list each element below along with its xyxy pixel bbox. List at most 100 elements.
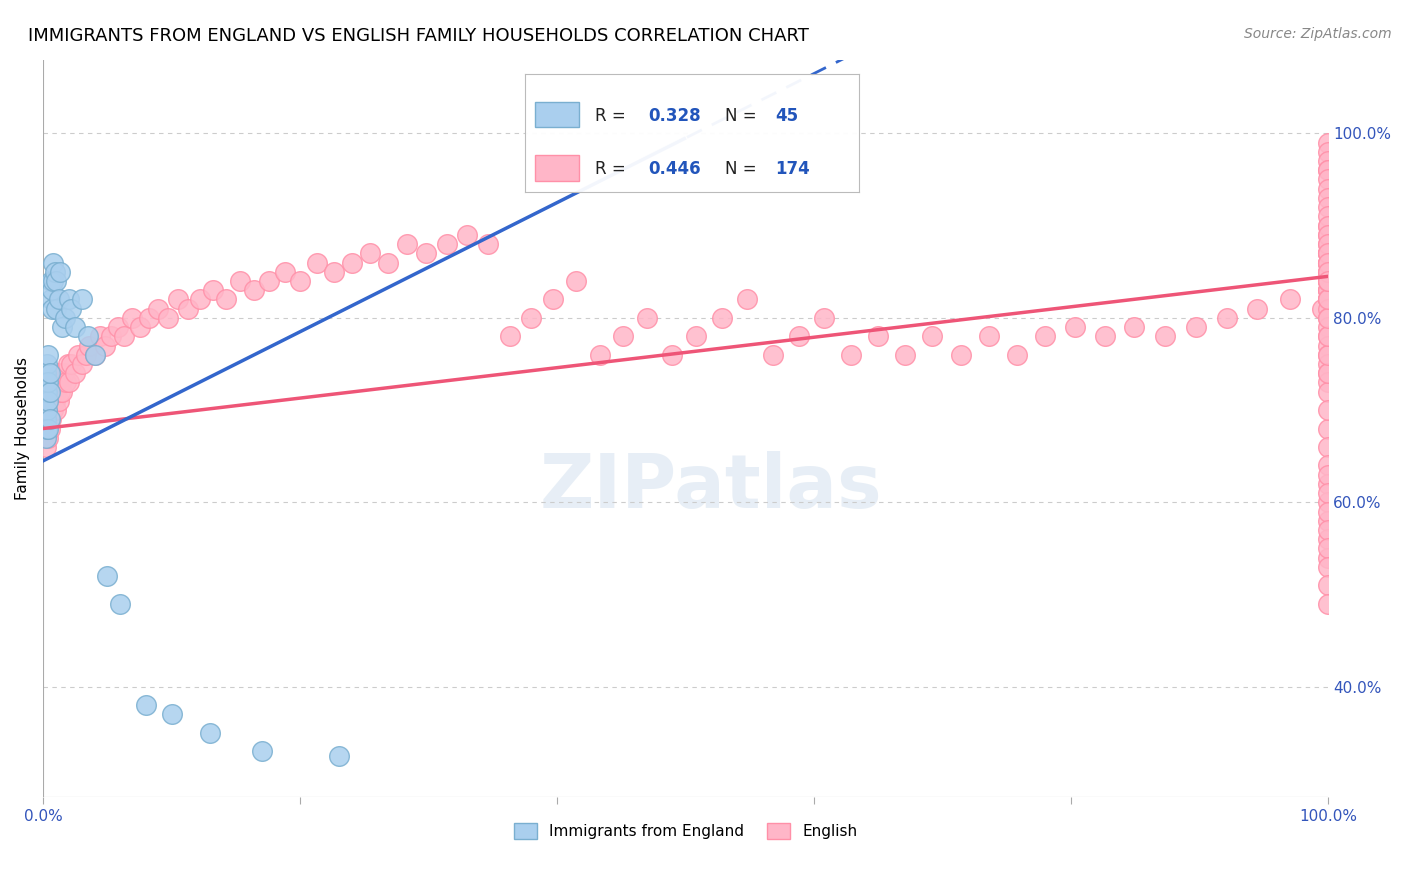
Point [1064, 320, 1087, 334]
Point [588, 348, 610, 362]
Point [1317, 467, 1340, 482]
Point [49, 384, 72, 399]
Point [83, 348, 105, 362]
Point [35, 384, 58, 399]
Point [813, 310, 835, 325]
Point [42, 255, 65, 269]
Point [1215, 310, 1237, 325]
Point [1278, 293, 1301, 307]
Point [1317, 274, 1340, 288]
Point [38, 412, 60, 426]
Text: IMMIGRANTS FROM ENGLAND VS ENGLISH FAMILY HOUSEHOLDS CORRELATION CHART: IMMIGRANTS FROM ENGLAND VS ENGLISH FAMIL… [28, 27, 808, 45]
Point [1005, 348, 1028, 362]
Point [138, 310, 160, 325]
Point [41, 376, 63, 390]
Point [41, 403, 63, 417]
Point [1317, 578, 1340, 592]
Point [1317, 376, 1340, 390]
Point [70, 357, 93, 371]
Point [41, 301, 63, 316]
Point [1317, 310, 1340, 325]
Point [395, 237, 418, 252]
Point [44, 393, 66, 408]
Point [65, 366, 87, 380]
Point [520, 310, 543, 325]
Point [42, 403, 65, 417]
Point [37, 348, 59, 362]
Point [498, 329, 520, 343]
Point [661, 348, 683, 362]
Point [39, 384, 62, 399]
Point [38, 421, 60, 435]
Point [48, 293, 70, 307]
Point [34, 393, 56, 408]
Point [42, 384, 65, 399]
Point [34, 421, 56, 435]
Point [52, 366, 75, 380]
Point [1317, 246, 1340, 260]
Point [1317, 320, 1340, 334]
Point [77, 329, 100, 343]
Point [1317, 357, 1340, 371]
Point [250, 744, 273, 758]
Point [762, 348, 785, 362]
Point [107, 320, 129, 334]
Point [1317, 274, 1340, 288]
Point [977, 329, 1000, 343]
Point [1317, 476, 1340, 491]
Point [1317, 145, 1340, 159]
Point [1317, 246, 1340, 260]
Point [214, 293, 236, 307]
Text: Source: ZipAtlas.com: Source: ZipAtlas.com [1244, 27, 1392, 41]
Point [35, 376, 58, 390]
Point [1317, 246, 1340, 260]
Point [160, 707, 183, 722]
Point [1317, 283, 1340, 297]
Point [1317, 200, 1340, 214]
Point [35, 357, 58, 371]
Point [1317, 541, 1340, 556]
Point [340, 255, 363, 269]
Point [128, 320, 150, 334]
Y-axis label: Family Households: Family Households [15, 357, 30, 500]
Point [49, 265, 72, 279]
Point [38, 384, 60, 399]
Point [37, 384, 59, 399]
Point [1317, 348, 1340, 362]
Point [1317, 384, 1340, 399]
Point [55, 376, 77, 390]
Point [1317, 255, 1340, 269]
Point [146, 301, 169, 316]
Point [177, 301, 200, 316]
Point [156, 310, 179, 325]
Point [1317, 237, 1340, 252]
Point [75, 348, 97, 362]
Point [274, 265, 297, 279]
Point [1317, 458, 1340, 473]
Point [1317, 136, 1340, 150]
Point [1317, 237, 1340, 252]
Point [112, 329, 135, 343]
Point [1317, 366, 1340, 380]
Point [44, 265, 66, 279]
Point [42, 274, 65, 288]
Point [1317, 246, 1340, 260]
Point [949, 348, 972, 362]
Point [35, 393, 58, 408]
Point [305, 255, 328, 269]
Point [34, 384, 56, 399]
Point [456, 227, 478, 242]
Point [243, 283, 266, 297]
Point [1317, 597, 1340, 611]
Point [201, 283, 224, 297]
Point [1317, 440, 1340, 454]
Point [35, 412, 58, 426]
Point [477, 237, 499, 252]
Point [35, 384, 58, 399]
Point [35, 403, 58, 417]
Point [38, 393, 60, 408]
Point [34, 417, 56, 431]
Point [1184, 320, 1206, 334]
Point [290, 274, 312, 288]
Point [1317, 227, 1340, 242]
